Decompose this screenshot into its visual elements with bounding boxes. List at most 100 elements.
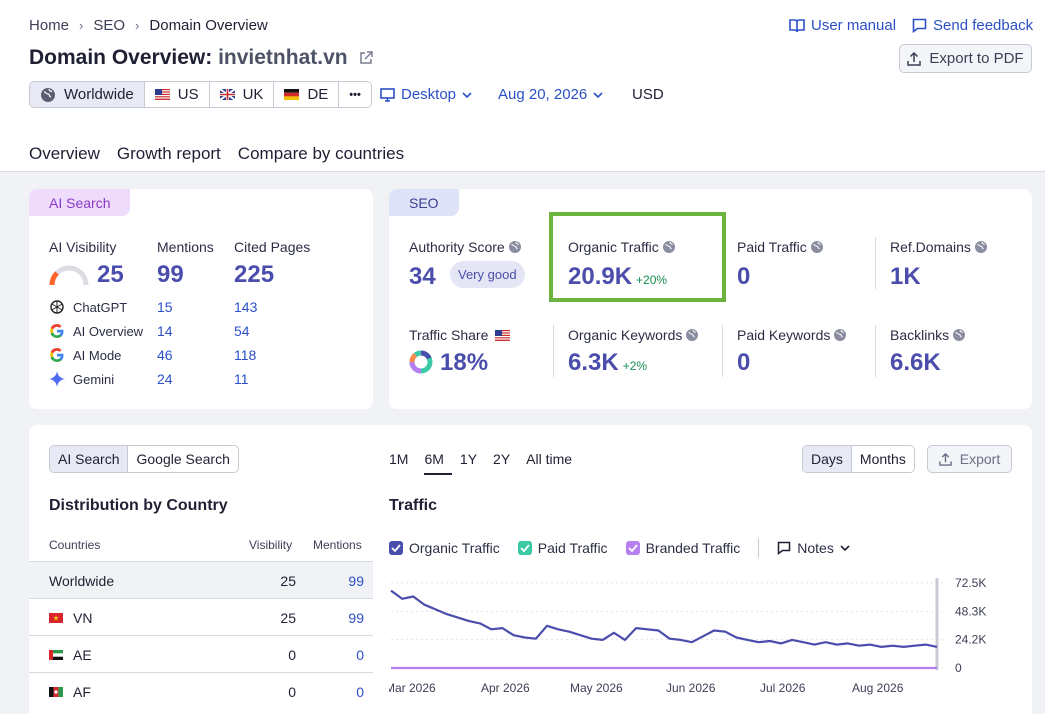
country-name: VN: [73, 610, 93, 626]
country-mentions[interactable]: 99: [348, 573, 364, 589]
breadcrumb-current: Domain Overview: [149, 17, 268, 34]
toggle-google-search[interactable]: Google Search: [136, 451, 230, 467]
ai-row-cited[interactable]: 143: [234, 299, 258, 315]
checkbox-checked-icon: [517, 541, 532, 555]
ai-row-cited[interactable]: 11: [234, 371, 249, 387]
date-label: Aug 20, 2026: [498, 86, 588, 103]
send-feedback-label: Send feedback: [933, 17, 1034, 34]
send-feedback-link[interactable]: Send feedback: [912, 17, 1033, 34]
organic-traffic-highlight: [549, 212, 726, 302]
period-6m[interactable]: 6M: [424, 451, 452, 475]
country-visibility: 25: [280, 573, 296, 589]
seo-pill: SEO: [389, 189, 459, 216]
ai-row-cited[interactable]: 54: [234, 323, 250, 339]
ai-visibility-label: AI Visibility: [49, 239, 117, 255]
table-row[interactable]: Worldwide 25 99: [29, 561, 373, 598]
organic-keywords-value[interactable]: 6.3K +2%: [568, 349, 647, 377]
period-2y[interactable]: 2Y: [493, 451, 511, 467]
country-visibility: 0: [288, 684, 296, 700]
db-label: UK: [242, 86, 264, 103]
de-flag-icon: [284, 89, 300, 100]
organic-keywords-number: 6.3K: [568, 349, 619, 376]
chevron-right-icon: ›: [79, 18, 84, 33]
country-mentions[interactable]: 0: [356, 647, 364, 663]
legend-branded-traffic[interactable]: Branded Traffic: [625, 540, 740, 556]
user-manual-link[interactable]: User manual: [789, 17, 896, 34]
granularity-toggle: Days Months: [802, 445, 915, 473]
more-icon: •••: [349, 88, 361, 101]
legend-organic-traffic[interactable]: Organic Traffic: [389, 540, 500, 556]
toggle-days[interactable]: Days: [803, 446, 852, 472]
more-databases-button[interactable]: •••: [339, 82, 371, 107]
upload-icon: [938, 452, 952, 466]
chatgpt-icon: [50, 300, 64, 314]
ai-row-name: AI Overview: [73, 324, 144, 339]
tab-divider: [0, 171, 1045, 172]
ai-row-cited[interactable]: 118: [234, 347, 257, 363]
country-mentions[interactable]: 99: [348, 610, 364, 626]
tab-growth-report[interactable]: Growth report: [116, 144, 221, 163]
table-row[interactable]: AE 0 0: [29, 635, 373, 672]
legend-label: Organic Traffic: [409, 540, 500, 556]
ai-row-mentions[interactable]: 15: [157, 299, 173, 315]
currency-label: USD: [632, 86, 664, 103]
traffic-title: Traffic: [389, 497, 438, 514]
traffic-share-label: Traffic Share: [409, 327, 511, 343]
paid-keywords-text: Paid Keywords: [737, 327, 831, 343]
ai-row-mentions[interactable]: 24: [157, 371, 173, 387]
tab-compare-by-countries[interactable]: Compare by countries: [237, 144, 405, 163]
organic-traffic-number: 20.9K: [568, 263, 633, 290]
db-worldwide[interactable]: Worldwide: [30, 82, 145, 107]
legend-paid-traffic[interactable]: Paid Traffic: [517, 540, 608, 556]
table-row[interactable]: VN 25 99: [29, 598, 373, 635]
export-label: Export: [959, 451, 1001, 467]
device-selector[interactable]: Desktop: [380, 86, 472, 103]
traffic-share-value[interactable]: 18%: [440, 349, 489, 376]
organic-traffic-delta: +20%: [636, 273, 668, 287]
paid-traffic-label: Paid Traffic: [737, 239, 824, 255]
db-de[interactable]: DE: [274, 82, 340, 107]
table-row[interactable]: AF 0 0: [29, 672, 373, 709]
country-mentions[interactable]: 0: [356, 684, 364, 700]
period-selector: 1M 6M 1Y 2Y All time: [389, 451, 588, 475]
country-visibility: 0: [288, 647, 296, 663]
x-tick-label: Aug 2026: [852, 681, 904, 695]
toggle-ai-search[interactable]: AI Search: [50, 446, 129, 472]
ref-domains-value[interactable]: 1K: [890, 263, 921, 290]
authority-score-value[interactable]: 34: [409, 263, 436, 290]
ai-row-mentions[interactable]: 46: [157, 347, 173, 363]
export-pdf-button[interactable]: Export to PDF: [899, 44, 1032, 73]
col-countries: Countries: [49, 538, 101, 552]
db-uk[interactable]: UK: [209, 82, 275, 107]
ai-row-mentions[interactable]: 14: [157, 323, 173, 339]
cited-pages-value[interactable]: 225: [234, 261, 275, 288]
globe-icon: [834, 329, 847, 341]
breadcrumb-home[interactable]: Home: [29, 17, 70, 34]
notes-dropdown[interactable]: Notes: [777, 540, 850, 556]
paid-keywords-value[interactable]: 0: [737, 349, 751, 376]
period-1y[interactable]: 1Y: [459, 451, 478, 467]
ref-domains-text: Ref.Domains: [890, 239, 971, 255]
period-1m[interactable]: 1M: [389, 451, 409, 467]
series-line-organic-traffic[interactable]: [390, 589, 938, 649]
globe-icon: [41, 87, 55, 102]
divider: [875, 325, 876, 377]
backlinks-value[interactable]: 6.6K: [890, 349, 941, 376]
db-us[interactable]: US: [144, 82, 210, 107]
mentions-value[interactable]: 99: [157, 261, 184, 288]
date-selector[interactable]: Aug 20, 2026: [498, 86, 603, 103]
db-label: Worldwide: [64, 86, 134, 103]
breadcrumb-seo[interactable]: SEO: [93, 17, 126, 34]
traffic-chart[interactable]: 72.5K 48.3K 24.2K 0 Mar 2026 Apr 2026 May 202…: [389, 570, 1019, 714]
globe-icon: [974, 241, 987, 253]
organic-traffic-value[interactable]: 20.9K +20%: [568, 263, 667, 291]
period-all-time[interactable]: All time: [526, 451, 573, 467]
external-link-icon[interactable]: [359, 51, 374, 65]
export-pdf-label: Export to PDF: [929, 50, 1024, 67]
vn-flag-icon: [49, 613, 63, 623]
paid-traffic-value[interactable]: 0: [737, 263, 751, 290]
notes-label: Notes: [797, 540, 834, 556]
ae-flag-icon: [49, 650, 63, 660]
export-button[interactable]: Export: [927, 445, 1012, 473]
toggle-months[interactable]: Months: [859, 451, 906, 467]
